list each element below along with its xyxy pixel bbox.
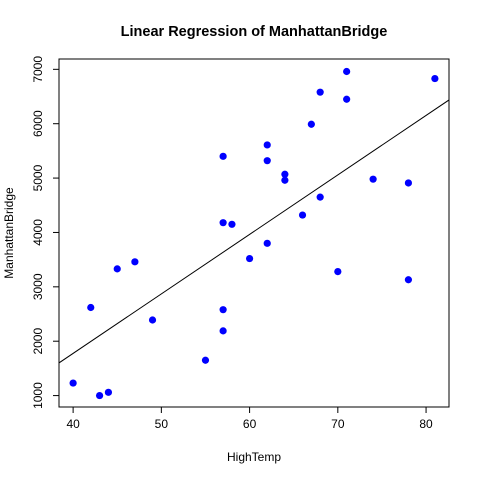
plot-border — [58, 58, 450, 408]
data-point — [316, 88, 324, 96]
x-tick-label: 70 — [331, 417, 345, 431]
y-tick-label: 6000 — [31, 110, 45, 137]
data-point — [343, 95, 351, 103]
chart-title: Linear Regression of ManhattanBridge — [121, 24, 388, 40]
data-point — [404, 276, 413, 284]
y-tick-label: 1000 — [31, 382, 45, 409]
data-point — [219, 152, 227, 160]
y-tick-label: 7000 — [31, 56, 45, 83]
y-tick-label: 3000 — [31, 273, 45, 300]
y-tick-label: 4000 — [31, 219, 45, 246]
data-point — [404, 179, 413, 187]
data-point — [263, 141, 271, 149]
data-point — [219, 219, 227, 227]
y-axis-label: ManhattanBridge — [2, 187, 16, 279]
data-point — [113, 265, 121, 273]
x-tick-label: 50 — [155, 417, 169, 431]
data-point — [263, 157, 271, 165]
x-tick-label: 60 — [243, 417, 257, 431]
data-point — [131, 258, 139, 266]
data-point — [219, 306, 227, 314]
y-axis: 1000 2000 3000 4000 5000 6000 7000 — [31, 56, 59, 409]
data-point — [281, 176, 289, 184]
x-axis-label: HighTemp — [227, 450, 281, 464]
data-point — [343, 67, 351, 76]
x-axis: 40 50 60 70 80 — [66, 407, 433, 431]
data-point — [298, 211, 307, 219]
y-tick-label: 5000 — [31, 164, 45, 191]
data-point — [431, 74, 439, 83]
regression-line — [59, 99, 449, 364]
data-point — [95, 391, 104, 400]
x-tick-label: 80 — [419, 417, 433, 431]
data-point — [316, 193, 324, 201]
data-point — [148, 316, 157, 324]
data-point — [104, 388, 113, 396]
data-point — [281, 170, 289, 178]
data-point — [307, 120, 315, 128]
data-point — [334, 268, 342, 276]
data-point — [69, 379, 77, 387]
data-point — [263, 239, 271, 247]
plot-area — [59, 67, 449, 400]
data-point — [228, 220, 236, 228]
data-point — [369, 175, 377, 183]
data-point — [201, 356, 210, 364]
data-point — [219, 327, 227, 335]
data-point — [87, 303, 95, 312]
x-tick-label: 40 — [66, 417, 80, 431]
data-point — [245, 254, 254, 263]
y-tick-label: 2000 — [31, 328, 45, 355]
